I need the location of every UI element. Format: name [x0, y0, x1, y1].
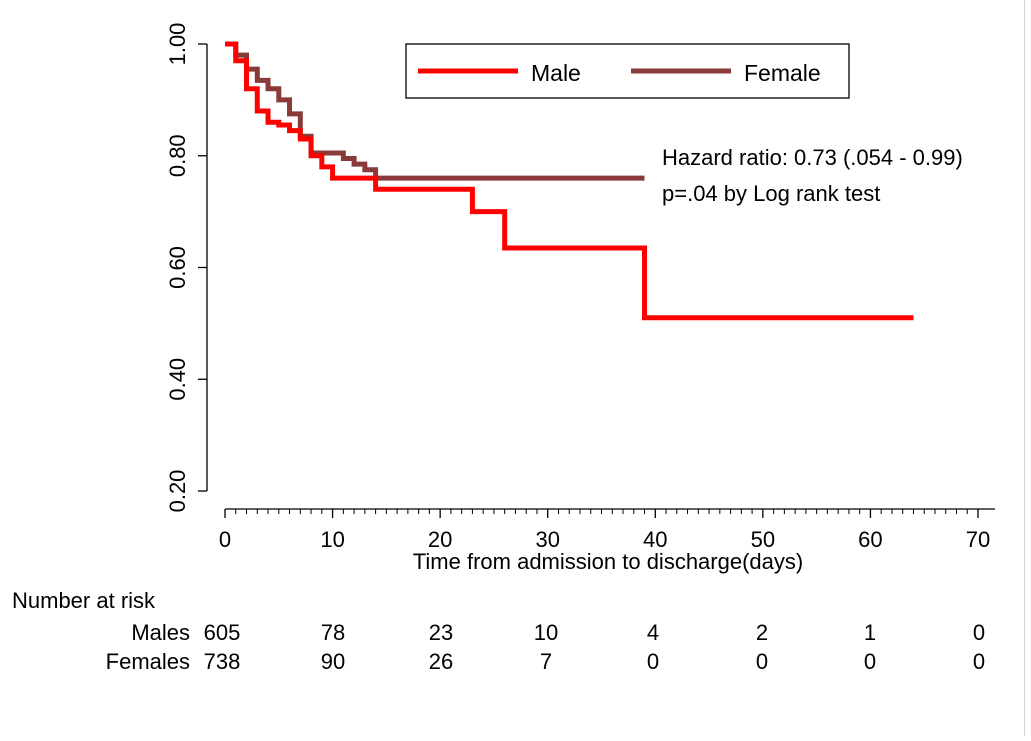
- risk-cell-females: 90: [321, 649, 345, 674]
- x-tick-label: 70: [966, 527, 990, 552]
- risk-cell-males: 2: [756, 620, 768, 645]
- series-line-male: [225, 41, 914, 321]
- hazard-ratio-annotation: Hazard ratio: 0.73 (.054 - 0.99): [662, 145, 963, 170]
- legend: Male Female: [405, 43, 850, 99]
- legend-label-female: Female: [744, 60, 821, 86]
- risk-cell-females: 26: [429, 649, 453, 674]
- risk-row-label-males: Males: [131, 620, 190, 645]
- x-axis-title: Time from admission to discharge(days): [413, 549, 803, 574]
- series-layer: [225, 41, 914, 321]
- y-tick-label: 0.60: [165, 246, 190, 289]
- x-tick-label: 40: [643, 527, 667, 552]
- risk-cell-females: 0: [973, 649, 985, 674]
- series-line-female: [225, 41, 645, 181]
- risk-cell-females: 0: [864, 649, 876, 674]
- page-edge-line: [1024, 0, 1025, 736]
- x-tick-label: 10: [320, 527, 344, 552]
- x-tick-label: 0: [219, 527, 231, 552]
- risk-table: Number at risk Males Females 605 78 23 10 4 2…: [12, 588, 985, 674]
- risk-cell-males: 4: [647, 620, 659, 645]
- y-tick-label: 0.80: [165, 134, 190, 177]
- risk-cell-females: 0: [647, 649, 659, 674]
- risk-cell-females: 7: [540, 649, 552, 674]
- x-tick-label: 60: [858, 527, 882, 552]
- logrank-annotation: p=.04 by Log rank test: [662, 181, 880, 206]
- legend-label-male: Male: [531, 60, 581, 86]
- risk-cell-males: 605: [204, 620, 241, 645]
- axes: 0.20 0.40 0.60 0.80 1.00 0 10 20 30 40 50 60 70: [165, 23, 995, 552]
- risk-table-title: Number at risk: [12, 588, 156, 613]
- risk-cell-males: 23: [429, 620, 453, 645]
- risk-cell-females: 0: [756, 649, 768, 674]
- y-tick-label: 1.00: [165, 23, 190, 66]
- risk-cell-males: 1: [864, 620, 876, 645]
- risk-row-label-females: Females: [106, 649, 190, 674]
- risk-cell-males: 0: [973, 620, 985, 645]
- y-tick-label: 0.20: [165, 470, 190, 513]
- x-tick-label: 20: [428, 527, 452, 552]
- x-tick-label: 50: [751, 527, 775, 552]
- y-tick-label: 0.40: [165, 358, 190, 401]
- risk-cell-males: 10: [534, 620, 558, 645]
- risk-cell-males: 78: [321, 620, 345, 645]
- x-tick-label: 30: [535, 527, 559, 552]
- risk-cell-females: 738: [204, 649, 241, 674]
